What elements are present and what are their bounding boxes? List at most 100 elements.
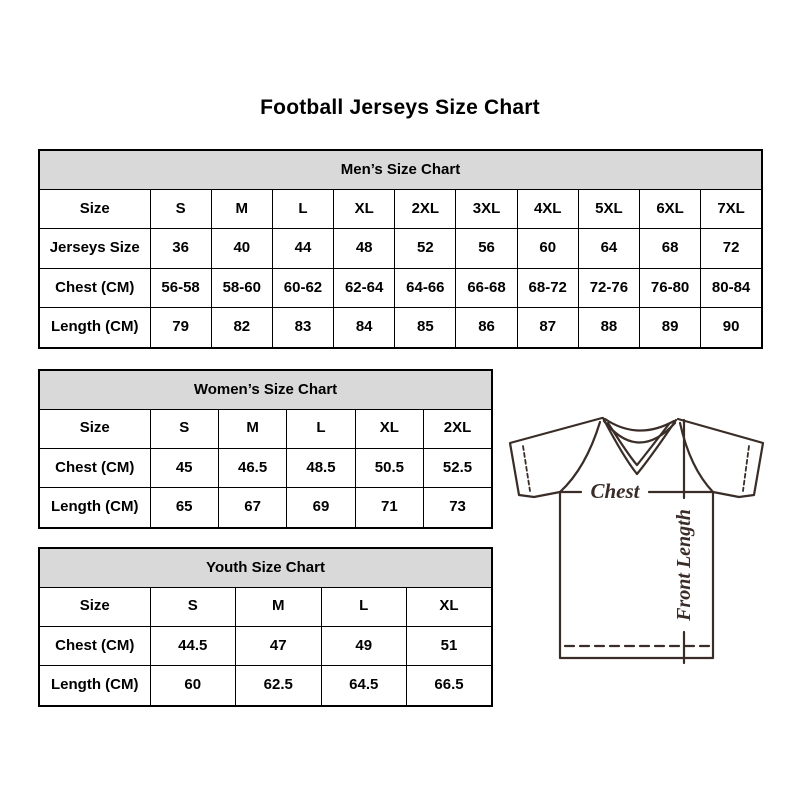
row-label: Chest (CM) [38,447,151,489]
table-cell: 2XL [394,188,457,230]
table-cell: 49 [320,625,407,667]
table-cell: 83 [271,307,335,349]
table-cell: 50.5 [354,447,425,489]
table-cell: XL [333,188,396,230]
row-label: Length (CM) [38,665,151,707]
table-cell: 51 [406,625,493,667]
table-cell: 76-80 [638,267,702,309]
mens-size-table: Men’s Size Chart Size S M L XL 2XL 3XL 4XL 5XL 6X… [38,149,763,349]
chest-measure-label: Chest [590,479,640,503]
table-row: Chest (CM) 44.5 47 49 51 [38,625,493,667]
table-cell: 72 [700,228,763,269]
table-title: Women’s Size Chart [38,369,493,410]
table-cell: 44.5 [149,625,236,667]
jersey-collar-v-inner [606,421,671,467]
jersey-collar-v-outer [601,416,678,476]
table-cell: 82 [210,307,273,349]
table-row: Size S M L XL 2XL 3XL 4XL 5XL 6XL 7XL [38,188,763,230]
table-cell: 71 [354,487,425,529]
table-cell: XL [406,586,493,627]
row-label: Size [38,188,151,230]
table-row: Length (CM) 60 62.5 64.5 66.5 [38,665,493,707]
jersey-right-cuff-dashes [742,445,750,492]
table-row: Chest (CM) 56-58 58-60 60-62 62-64 64-66 66-68… [38,267,763,309]
jersey-measurement-diagram: Chest Front Length [498,396,770,674]
table-cell: 60 [149,665,236,707]
table-cell: S [149,188,212,230]
table-cell: 52.5 [423,447,493,489]
table-cell: 64 [577,228,641,269]
table-cell: 84 [333,307,396,349]
table-row: Length (CM) 79 82 83 84 85 86 87 88 89 90 [38,307,763,349]
table-cell: 56-58 [149,267,212,309]
table-cell: 72-76 [577,267,641,309]
table-cell: 2XL [423,408,493,449]
row-label: Chest (CM) [38,625,151,667]
jersey-right-sleeve [676,417,765,499]
table-cell: 60 [516,228,579,269]
youth-size-table: Youth Size Chart Size S M L XL Chest (CM) 44.5… [38,547,493,707]
table-cell: L [286,408,356,449]
table-cell: 64-66 [394,267,457,309]
table-cell: 36 [149,228,212,269]
table-cell: 80-84 [700,267,763,309]
jersey-right-armhole-seam [678,421,715,494]
table-cell: 68-72 [516,267,579,309]
table-cell: 79 [149,307,212,349]
table-cell: 4XL [516,188,579,230]
table-cell: 64.5 [320,665,407,707]
table-cell: M [235,586,322,627]
jersey-left-armhole-seam [558,420,602,494]
table-cell: 62.5 [235,665,322,707]
table-cell: 62-64 [333,267,396,309]
table-cell: 66.5 [406,665,493,707]
row-label: Size [38,408,151,449]
table-cell: 46.5 [217,447,288,489]
table-cell: 68 [638,228,702,269]
front-length-measure-label: Front Length [673,509,695,622]
jersey-left-sleeve [508,416,604,499]
table-cell: 65 [149,487,219,529]
table-cell: 87 [516,307,579,349]
table-cell: 66-68 [455,267,518,309]
table-cell: 60-62 [271,267,335,309]
table-cell: 56 [455,228,518,269]
table-cell: 58-60 [210,267,273,309]
table-cell: M [210,188,273,230]
jersey-left-cuff-dashes [522,445,531,492]
table-cell: 89 [638,307,702,349]
table-cell: 86 [455,307,518,349]
table-title: Youth Size Chart [38,547,493,588]
table-cell: S [149,408,219,449]
jersey-body [558,490,715,660]
table-title-row: Women’s Size Chart [38,369,493,410]
table-cell: 69 [286,487,356,529]
table-cell: L [320,586,407,627]
row-label: Length (CM) [38,307,151,349]
jersey-diagram-icon: Chest Front Length [508,416,765,665]
table-row: Size S M L XL [38,586,493,627]
jersey-collar-back-arc [603,417,676,432]
table-cell: 45 [149,447,219,489]
table-cell: 73 [423,487,493,529]
table-cell: 85 [394,307,457,349]
table-title-row: Youth Size Chart [38,547,493,588]
table-cell: M [217,408,288,449]
table-row: Jerseys Size 36 40 44 48 52 56 60 64 68 72 [38,228,763,269]
table-cell: 40 [210,228,273,269]
row-label: Chest (CM) [38,267,151,309]
table-cell: 67 [217,487,288,529]
row-label: Jerseys Size [38,228,151,269]
table-cell: 6XL [638,188,702,230]
table-cell: 48.5 [286,447,356,489]
table-title-row: Men’s Size Chart [38,149,763,190]
table-row: Chest (CM) 45 46.5 48.5 50.5 52.5 [38,447,493,489]
table-cell: 3XL [455,188,518,230]
table-cell: 48 [333,228,396,269]
table-cell: XL [354,408,425,449]
table-cell: L [271,188,335,230]
table-cell: 52 [394,228,457,269]
table-row: Size S M L XL 2XL [38,408,493,449]
table-cell: 47 [235,625,322,667]
